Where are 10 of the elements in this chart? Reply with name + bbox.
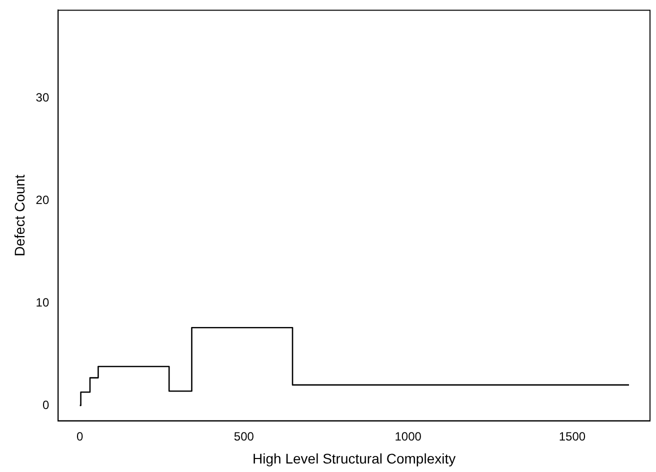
x-tick-label: 1500 (558, 429, 586, 444)
x-tick-label: 500 (234, 429, 254, 444)
x-axis-title: High Level Structural Complexity (252, 450, 456, 466)
y-tick-label: 20 (36, 192, 50, 207)
x-tick-label: 1000 (394, 429, 422, 444)
y-axis-title: Defect Count (11, 174, 28, 256)
y-tick-label: 30 (36, 90, 50, 105)
x-tick-label: 0 (76, 429, 84, 444)
y-tick-label: 10 (36, 295, 50, 310)
y-tick-label: 0 (42, 398, 50, 412)
